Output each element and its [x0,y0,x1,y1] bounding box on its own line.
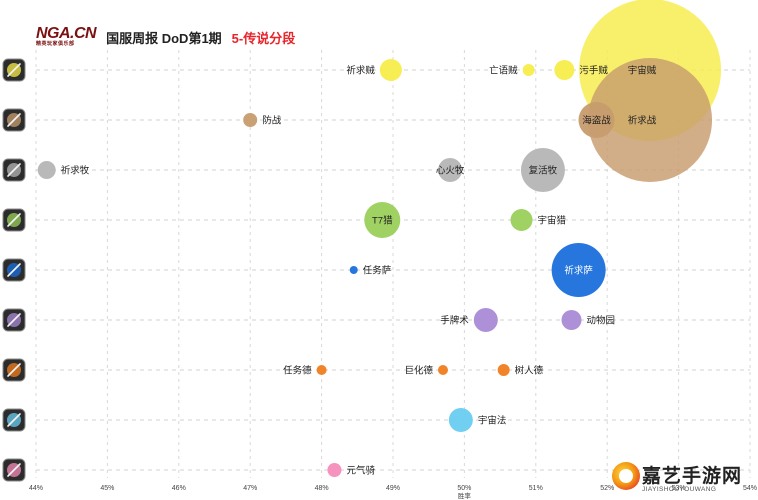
bubble-祈求贼 [379,59,402,81]
bubble-宇宙法 [448,408,473,432]
bubble-label: 防战 [262,115,282,127]
paladin-class-icon [2,458,26,482]
bubble-任务德 [316,365,327,375]
bubble-label: 祈求贼 [346,65,375,77]
class-icons [2,58,26,482]
bubble-动物园 [561,310,582,330]
bubble-复活牧 [520,148,565,192]
bubble-祈求战 [588,58,713,182]
bubble-心火牧 [438,158,463,182]
bubble-label: 污手贼 [579,65,608,77]
site-watermark: 嘉艺手游网 JIAYISHOUYOUWANG [612,458,752,498]
x-tick-label: 45% [100,485,114,492]
bubble-label: 动物园 [587,315,616,327]
shaman-class-icon [2,258,26,282]
mage-class-icon [2,408,26,432]
bubble-宇宙猎 [510,209,533,231]
bubble-手牌术 [473,308,498,332]
bubble-label: 复活牧 [529,165,558,177]
bubble-label: 树人德 [515,365,544,377]
rogue-class-icon [2,58,26,82]
x-tick-label: 52% [600,485,614,492]
bubble-label: 巨化德 [404,365,433,377]
watermark-text: 嘉艺手游网 [642,466,743,487]
x-tick-label: 47% [243,485,257,492]
bubble-label: 宇宙猎 [538,215,567,227]
bubbles [37,0,722,477]
bubble-label: 亡语贼 [489,65,518,77]
bubble-亡语贼 [522,64,535,76]
bubble-label: 海盗战 [582,115,611,127]
bubble-label: 手牌术 [440,315,469,327]
x-tick-label: 44% [29,485,43,492]
hunter-class-icon [2,208,26,232]
bubble-海盗战 [578,102,615,138]
bubble-label: T7猎 [372,215,393,227]
bubble-祈求萨 [551,243,606,297]
bubble-label: 元气骑 [346,465,375,477]
bubble-label: 任务萨 [363,265,392,277]
bubble-label: 祈求萨 [564,265,593,277]
x-tick-label: 54% [743,485,757,492]
bubble-树人德 [497,364,510,376]
priest-class-icon [2,158,26,182]
bubble-label: 任务德 [283,365,312,377]
chart-title-highlight: 5-传说分段 [231,30,296,46]
bubble-label: 宇宙贼 [628,65,657,77]
logo-text: NGA.CN [36,25,97,42]
watermark-logo-icon [612,462,640,490]
x-axis: 44% 45% 46% 47% 48% 49% 50% 51% 52% 53% 54% 胜率 [29,485,757,500]
x-tick-label: 50% [457,485,471,492]
bubble-元气骑 [327,463,342,477]
druid2-class-icon [2,358,26,382]
bubble-祈求牧 [37,161,56,179]
x-axis-label: 胜率 [458,491,472,500]
bubble-防战 [243,113,258,127]
x-tick-label: 49% [386,485,400,492]
bubble-label: 祈求战 [628,115,657,127]
watermark-subtext: JIAYISHOUYOUWANG [642,486,717,493]
chart-header: NGA.CN 精英玩家俱乐部 国服周报 DoD第1期 5-传说分段 [36,24,295,50]
x-tick-label: 46% [172,485,186,492]
bubble-T7猎 [364,202,401,238]
logo-subtext: 精英玩家俱乐部 [36,41,75,47]
x-tick-label: 53% [672,485,686,492]
x-tick-label: 51% [529,485,543,492]
bubble-label: 心火牧 [436,165,465,177]
bubble-污手贼 [554,60,575,80]
x-tick-label: 48% [315,485,329,492]
warrior-class-icon [2,108,26,132]
chart-title: 国服周报 DoD第1期 [106,30,222,46]
bubble-任务萨 [349,266,358,274]
nga-logo: NGA.CN 精英玩家俱乐部 [36,25,97,48]
bubble-巨化德 [437,365,448,375]
bubble-label: 宇宙法 [478,415,507,427]
bubble-label: 祈求牧 [61,165,90,177]
druid-class-icon [2,308,26,332]
